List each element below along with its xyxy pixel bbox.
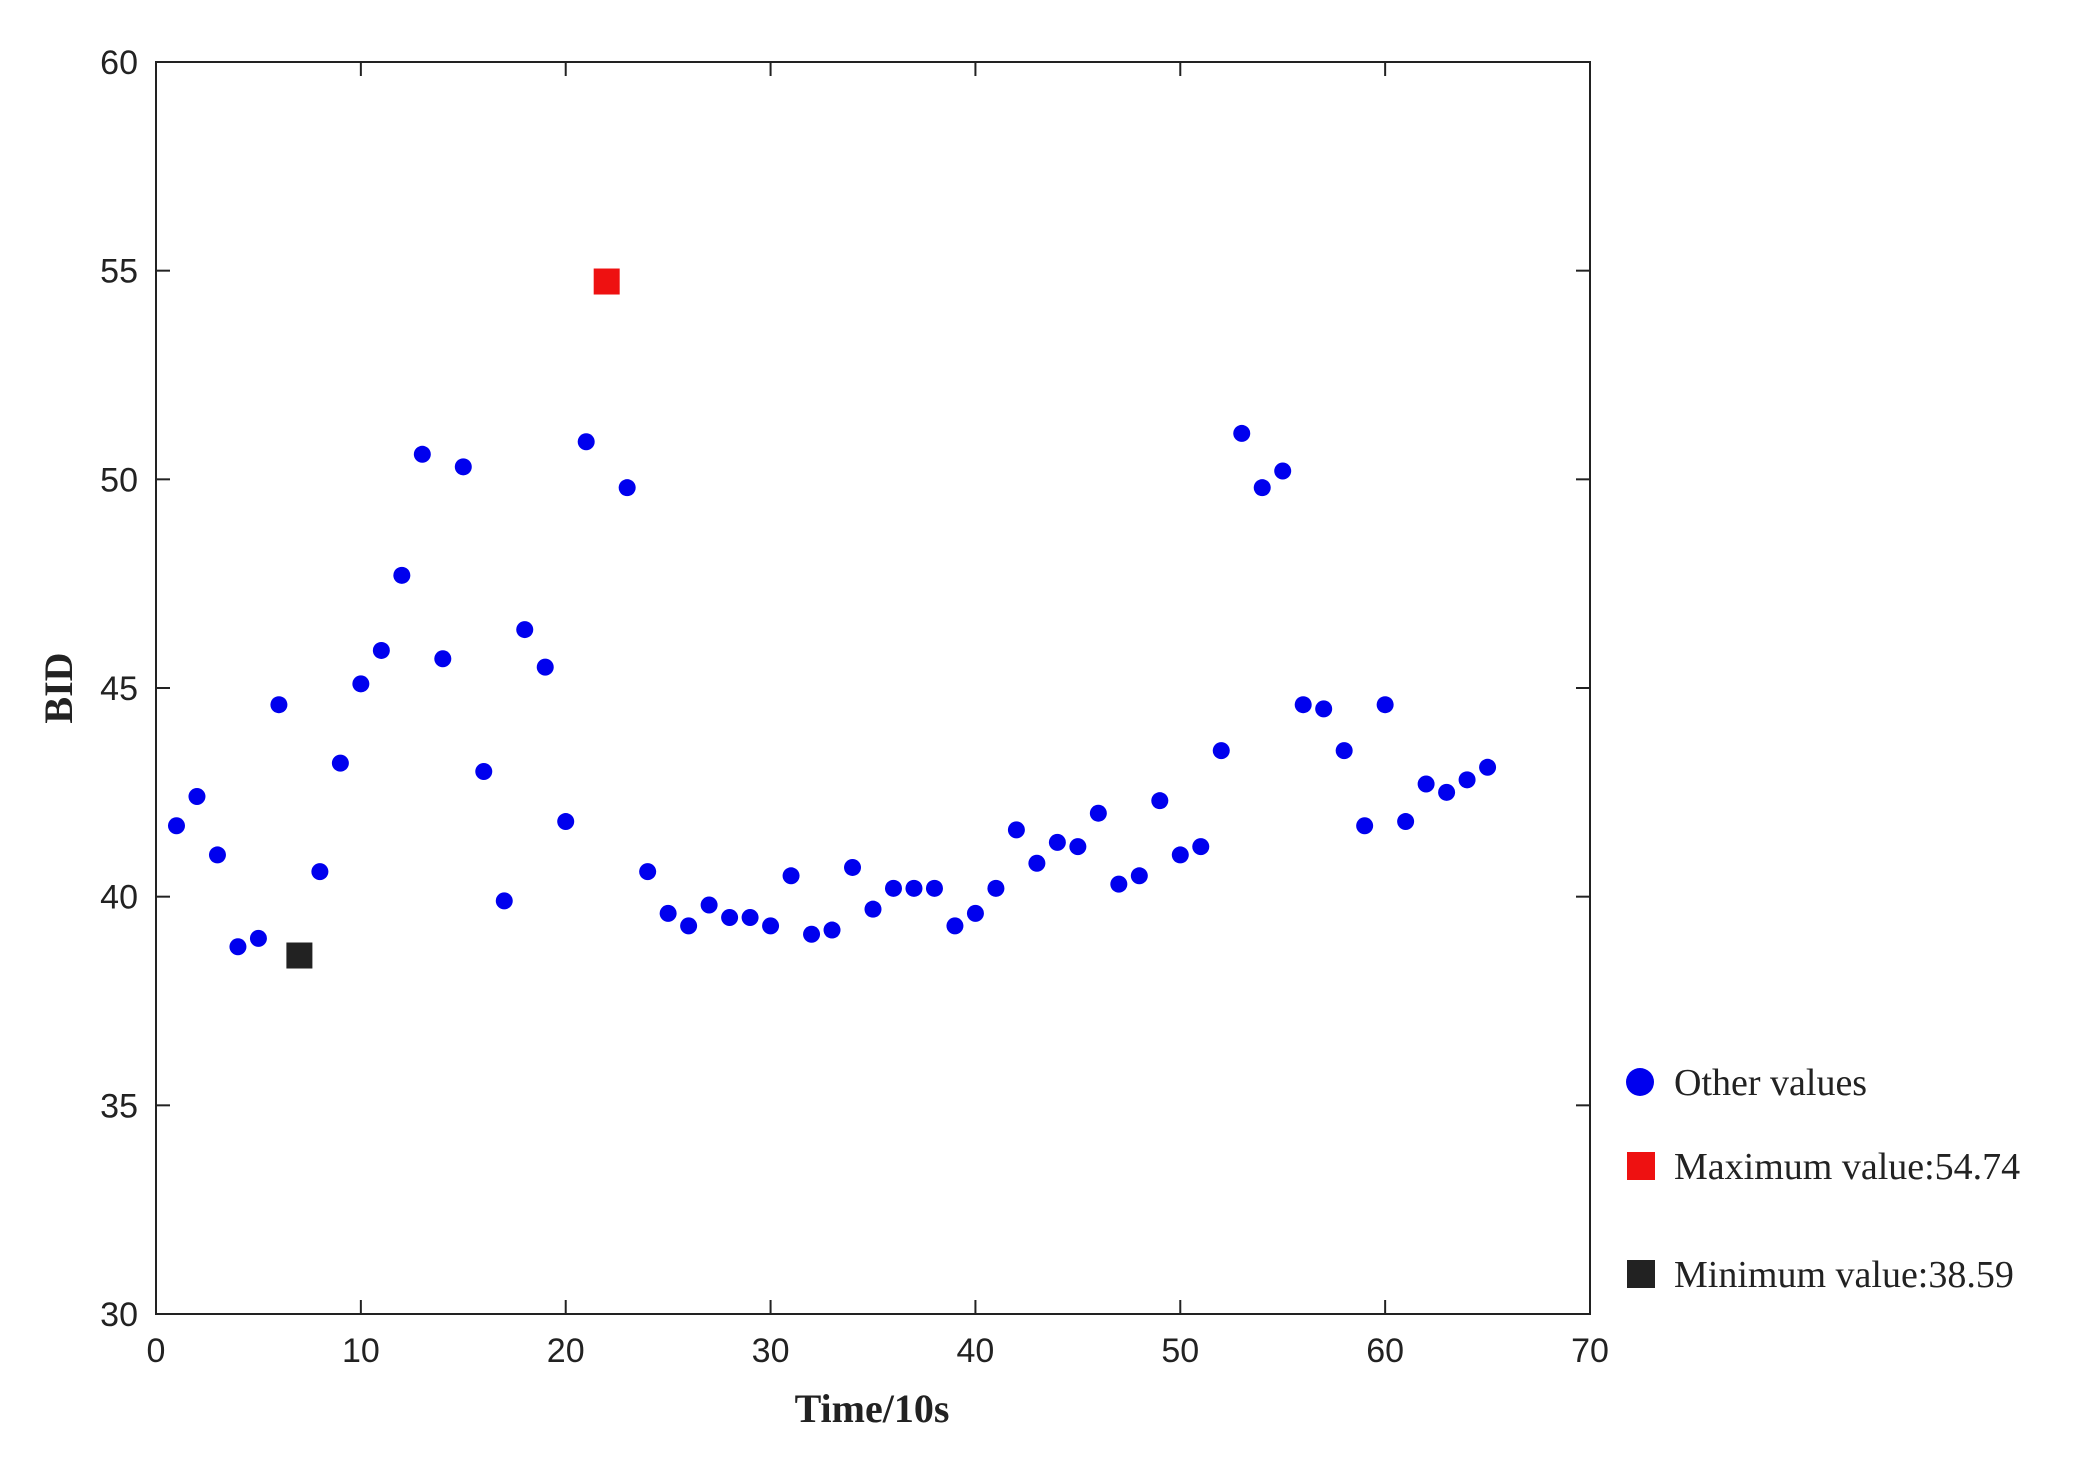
data-point (1069, 838, 1087, 856)
x-tick-label: 0 (147, 1332, 166, 1370)
x-tick-label: 20 (547, 1332, 585, 1370)
data-point (1233, 424, 1251, 442)
data-point (905, 879, 923, 897)
x-tick-label: 60 (1366, 1332, 1404, 1370)
x-tick-label: 10 (342, 1332, 380, 1370)
data-point (557, 813, 575, 831)
data-point (884, 879, 902, 897)
max-value-marker (593, 268, 620, 295)
legend-other-values-label: Other values (1674, 1062, 1867, 1104)
marks-layer (167, 268, 1497, 969)
data-point (700, 896, 718, 914)
y-tick-label: 50 (100, 461, 138, 499)
data-point (1130, 867, 1148, 885)
data-point (618, 479, 636, 497)
data-point (434, 650, 452, 668)
min-value-marker (286, 942, 313, 969)
data-point (803, 925, 821, 943)
legend-maximum-value-icon (1627, 1152, 1655, 1180)
data-point (577, 433, 595, 451)
data-point (1007, 821, 1025, 839)
legend: Other values Maximum value:54.74 Minimum v… (1626, 1062, 2020, 1296)
data-point (864, 900, 882, 918)
data-point (229, 938, 247, 956)
data-point (475, 762, 493, 780)
data-point (1171, 846, 1189, 864)
data-point (1274, 462, 1292, 480)
x-tick-label: 30 (752, 1332, 790, 1370)
y-tick-label: 40 (100, 879, 138, 917)
data-point (741, 909, 759, 927)
data-point (946, 917, 964, 935)
data-point (454, 458, 472, 476)
data-point (1212, 742, 1230, 760)
data-point (1253, 479, 1271, 497)
data-point (1356, 817, 1374, 835)
data-point (925, 879, 943, 897)
y-tick-label: 45 (100, 670, 138, 708)
data-point (1438, 783, 1456, 801)
data-point (208, 846, 226, 864)
data-point (1335, 742, 1353, 760)
data-point (1417, 775, 1435, 793)
data-point (1376, 696, 1394, 714)
legend-other-values-icon (1626, 1068, 1654, 1096)
data-point (1151, 792, 1169, 810)
y-axis-title: BID (36, 652, 81, 723)
x-axis-title: Time/10s (795, 1386, 950, 1431)
axes-layer: 0 10 20 30 40 50 60 70 30 35 40 45 50 55 60 (100, 44, 1609, 1370)
data-point (987, 879, 1005, 897)
data-point (413, 445, 431, 463)
data-point (249, 929, 267, 947)
data-point (1397, 813, 1415, 831)
data-point (188, 788, 206, 806)
data-point (372, 641, 390, 659)
data-point (721, 909, 739, 927)
y-tick-label: 55 (100, 253, 138, 291)
data-point (331, 754, 349, 772)
data-point (1192, 838, 1210, 856)
data-point (762, 917, 780, 935)
data-point (516, 621, 534, 639)
data-point (680, 917, 698, 935)
data-point (495, 892, 513, 910)
data-point (1458, 771, 1476, 789)
x-tick-label: 50 (1161, 1332, 1199, 1370)
legend-minimum-value-icon (1627, 1260, 1655, 1288)
data-point (270, 696, 288, 714)
data-point (844, 858, 862, 876)
legend-minimum-value-label: Minimum value:38.59 (1674, 1254, 2014, 1296)
y-tick-label: 30 (100, 1296, 138, 1334)
data-point (1048, 833, 1066, 851)
data-point (1110, 875, 1128, 893)
x-tick-label: 40 (957, 1332, 995, 1370)
data-point (1028, 854, 1046, 872)
y-tick-label: 35 (100, 1087, 138, 1125)
x-tick-label: 70 (1571, 1332, 1609, 1370)
data-point (659, 904, 677, 922)
data-point (352, 675, 370, 693)
data-point (1089, 804, 1107, 822)
data-point (1315, 700, 1333, 718)
data-point (536, 658, 554, 676)
data-point (966, 904, 984, 922)
data-point (393, 566, 411, 584)
data-point (782, 867, 800, 885)
data-point (167, 817, 185, 835)
data-point (639, 863, 657, 881)
data-point (823, 921, 841, 939)
data-point (1479, 758, 1497, 776)
data-point (311, 863, 329, 881)
data-point (1294, 696, 1312, 714)
legend-maximum-value-label: Maximum value:54.74 (1674, 1146, 2020, 1188)
y-tick-label: 60 (100, 44, 138, 82)
